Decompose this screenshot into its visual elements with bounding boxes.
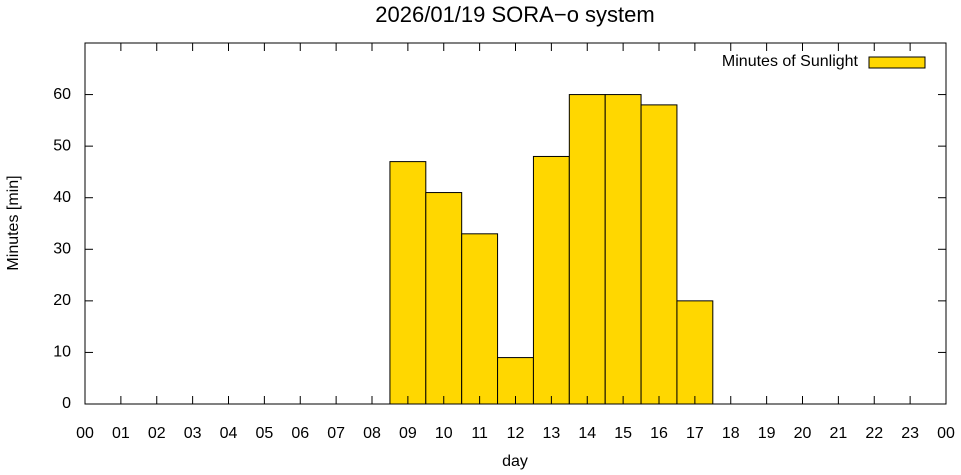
x-tick-label: 15: [614, 425, 632, 442]
x-tick-label: 08: [363, 425, 381, 442]
x-tick-label: 06: [291, 425, 309, 442]
x-tick-label: 02: [148, 425, 166, 442]
x-tick-label: 14: [578, 425, 596, 442]
x-tick-label: 00: [937, 425, 955, 442]
bar: [604, 94, 642, 405]
legend-label: Minutes of Sunlight: [722, 53, 859, 70]
bar: [676, 300, 714, 405]
y-tick-label: 0: [62, 395, 71, 412]
legend-swatch: [868, 56, 926, 69]
x-axis-label: day: [502, 453, 528, 470]
chart-title: 2026/01/19 SORA−o system: [375, 2, 654, 27]
y-tick-label: 40: [53, 189, 71, 206]
y-tick-label: 60: [53, 86, 71, 103]
x-tick-label: 12: [507, 425, 525, 442]
x-tick-label: 05: [255, 425, 273, 442]
plot-frame: [84, 42, 947, 405]
x-tick-label: 00: [76, 425, 94, 442]
x-tick-label: 07: [327, 425, 345, 442]
x-tick-label: 23: [901, 425, 919, 442]
x-tick-label: 22: [865, 425, 883, 442]
bar: [532, 155, 570, 405]
x-tick-label: 18: [722, 425, 740, 442]
bar: [568, 94, 606, 405]
x-tick-label: 20: [794, 425, 812, 442]
x-tick-label: 09: [399, 425, 417, 442]
x-tick-label: 04: [220, 425, 238, 442]
x-tick-label: 01: [112, 425, 130, 442]
bar: [389, 161, 427, 405]
x-tick-label: 16: [650, 425, 668, 442]
y-tick-label: 50: [53, 137, 71, 154]
x-tick-label: 17: [686, 425, 704, 442]
x-tick-label: 13: [542, 425, 560, 442]
y-tick-label: 20: [53, 292, 71, 309]
bar: [640, 104, 678, 405]
bar: [461, 233, 499, 405]
y-axis-label: Minutes [min]: [5, 175, 22, 270]
y-tick-label: 10: [53, 344, 71, 361]
x-tick-label: 21: [829, 425, 847, 442]
x-tick-label: 03: [184, 425, 202, 442]
x-tick-label: 11: [471, 425, 488, 442]
x-tick-label: 10: [435, 425, 453, 442]
x-tick-label: 19: [758, 425, 776, 442]
y-tick-label: 30: [53, 241, 71, 258]
bar: [425, 192, 463, 405]
